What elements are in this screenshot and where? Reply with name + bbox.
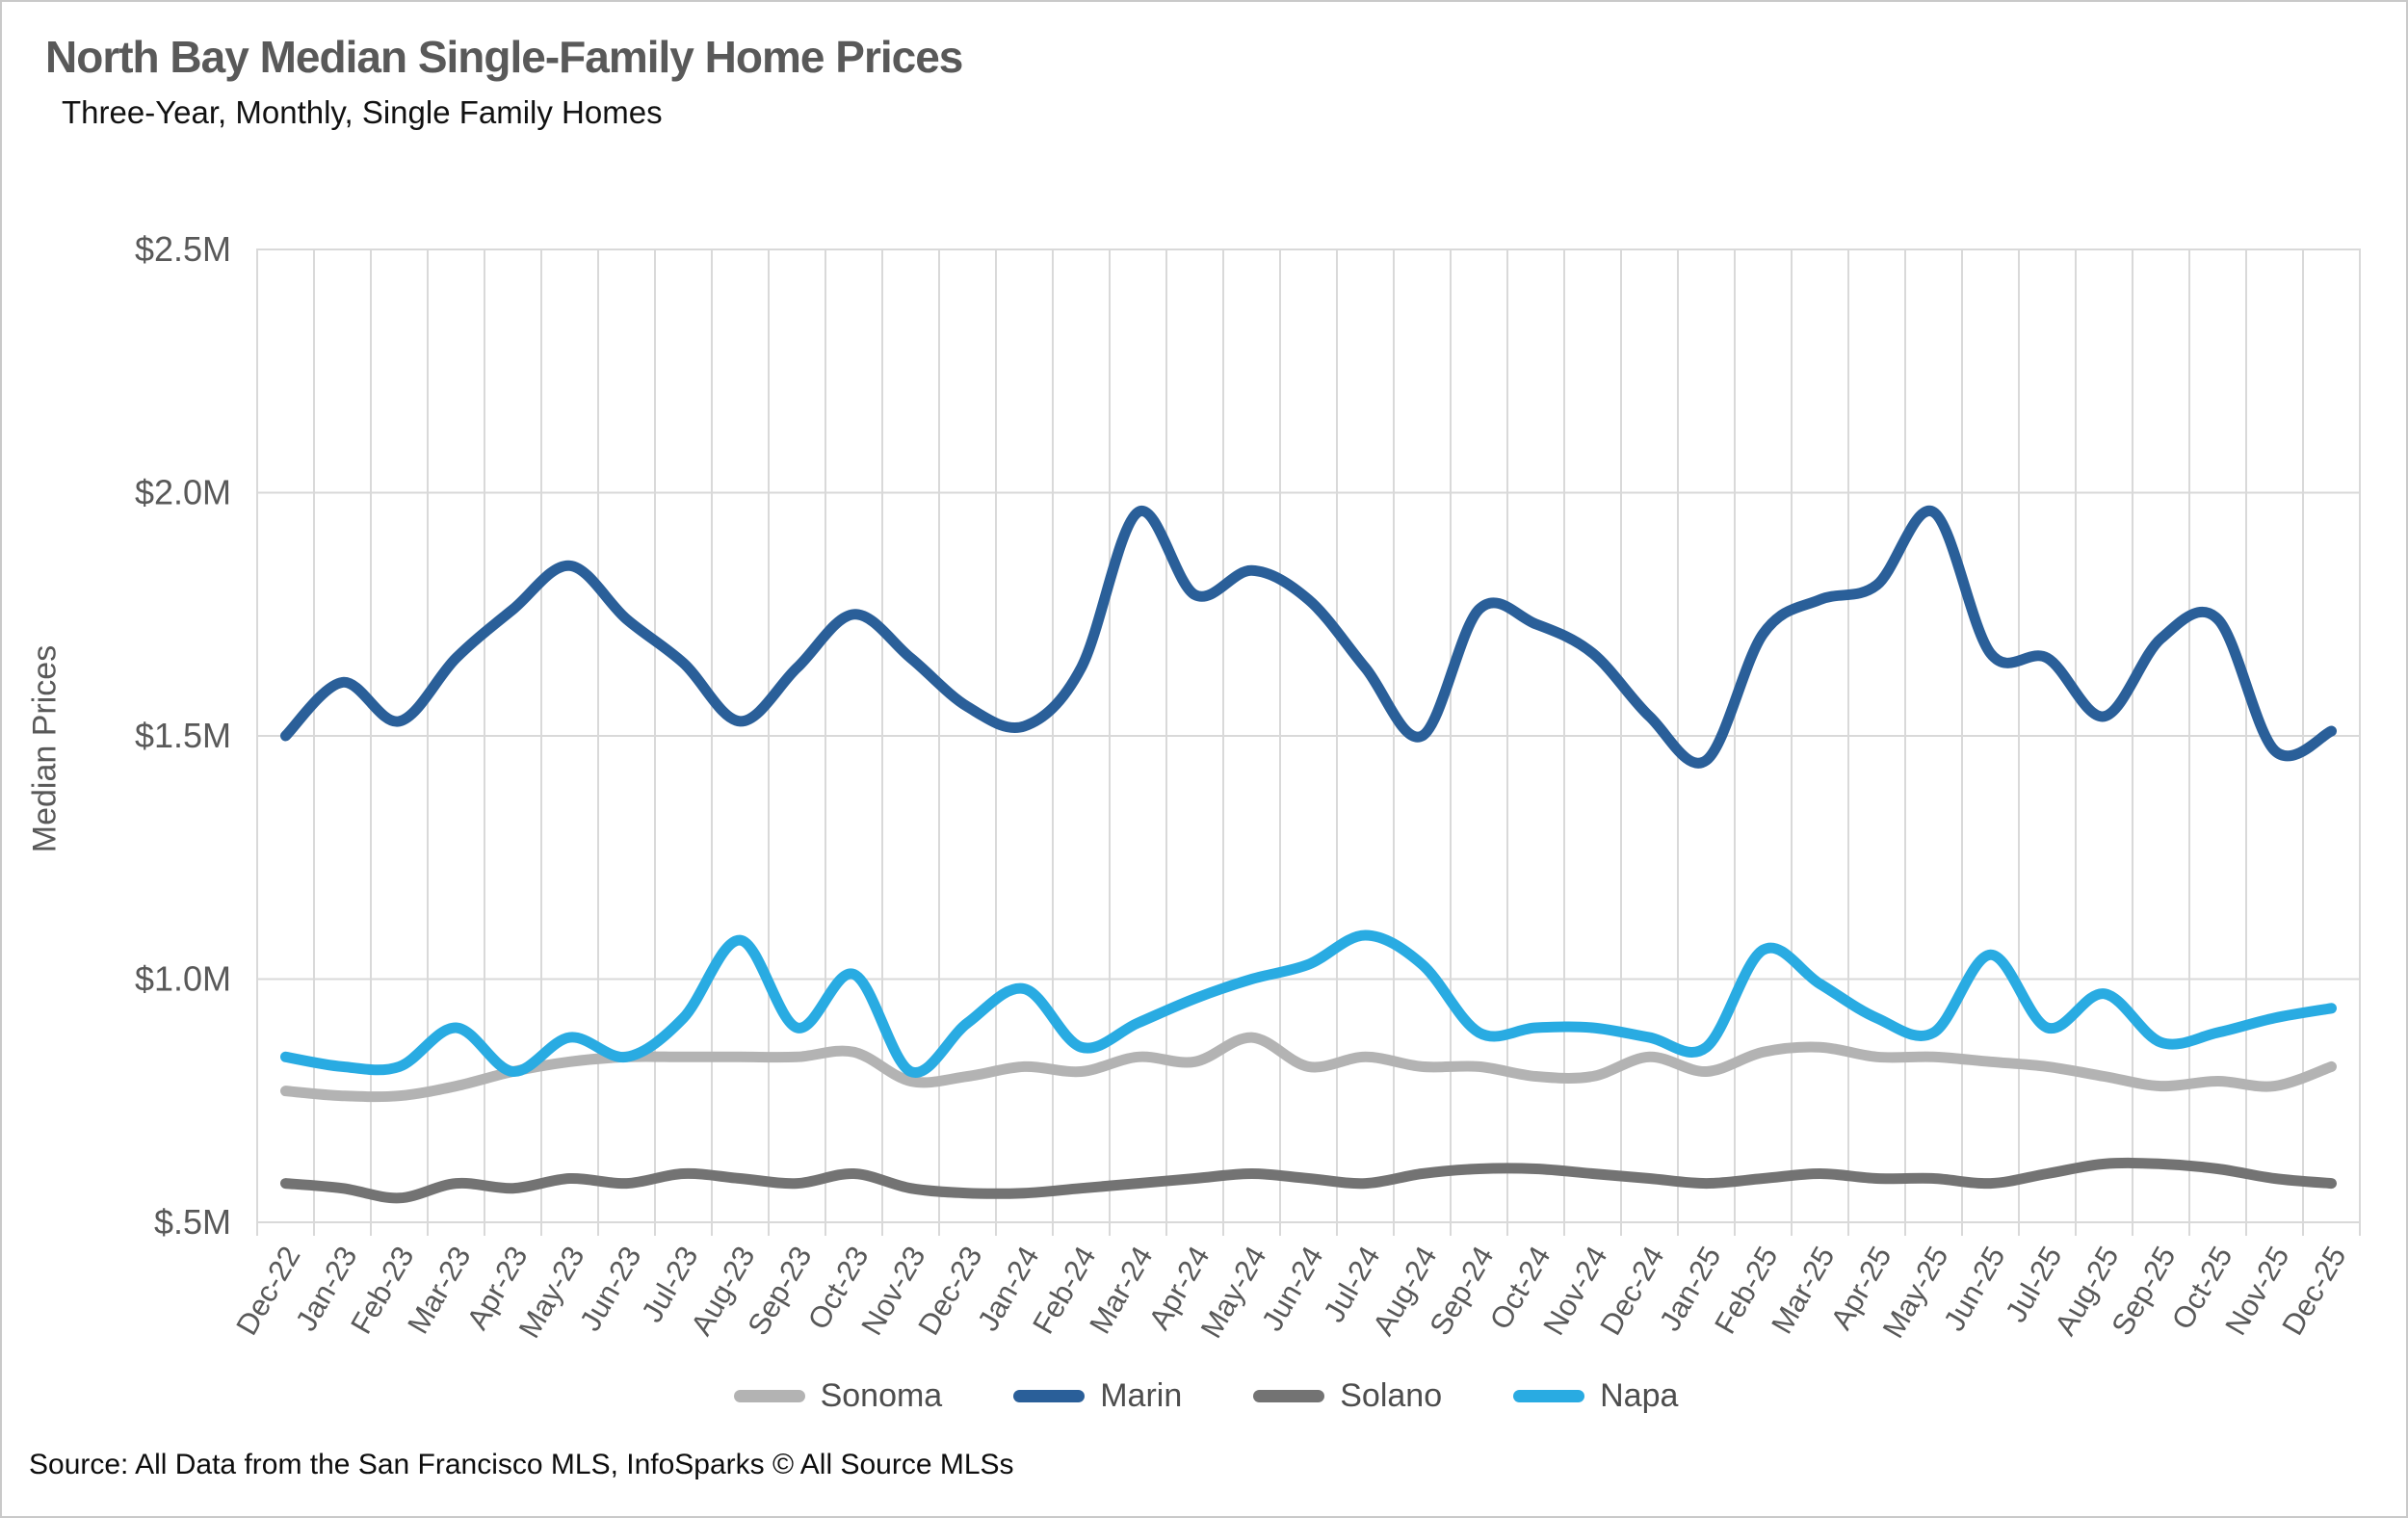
page-subtitle: Three-Year, Monthly, Single Family Homes xyxy=(62,94,663,130)
y-tick-label: $1.5M xyxy=(135,716,231,755)
y-tick-label: $1.0M xyxy=(135,959,231,999)
chart-legend: Sonoma Marin Solano Napa xyxy=(2,1377,2406,1415)
legend-label-sonoma: Sonoma xyxy=(820,1377,943,1414)
page-title: North Bay Median Single-Family Home Pric… xyxy=(45,32,963,82)
y-tick-label: $.5M xyxy=(154,1202,231,1242)
marin-line-swatch-icon xyxy=(1013,1390,1086,1402)
legend-item-sonoma: Sonoma xyxy=(733,1377,943,1415)
legend-label-solano: Solano xyxy=(1340,1377,1443,1414)
legend-label-marin: Marin xyxy=(1100,1377,1183,1414)
legend-label-napa: Napa xyxy=(1600,1377,1679,1414)
legend-item-marin: Marin xyxy=(1013,1377,1182,1415)
plot-border xyxy=(256,249,2361,1223)
x-tick-label: Dec-22 xyxy=(229,1241,306,1341)
series-line-napa xyxy=(280,929,2337,1078)
y-tick-label: $2.0M xyxy=(135,473,231,512)
legend-item-napa: Napa xyxy=(1513,1377,1678,1415)
source-note: Source: All Data from the San Francisco … xyxy=(29,1449,1014,1480)
solano-line-swatch-icon xyxy=(1253,1390,1325,1402)
y-tick-label: $2.5M xyxy=(135,229,231,269)
series-line-marin xyxy=(280,506,2337,769)
legend-item-solano: Solano xyxy=(1253,1377,1442,1415)
series-line-solano xyxy=(280,1157,2337,1204)
napa-line-swatch-icon xyxy=(1513,1390,1585,1402)
sonoma-line-swatch-icon xyxy=(733,1390,805,1402)
